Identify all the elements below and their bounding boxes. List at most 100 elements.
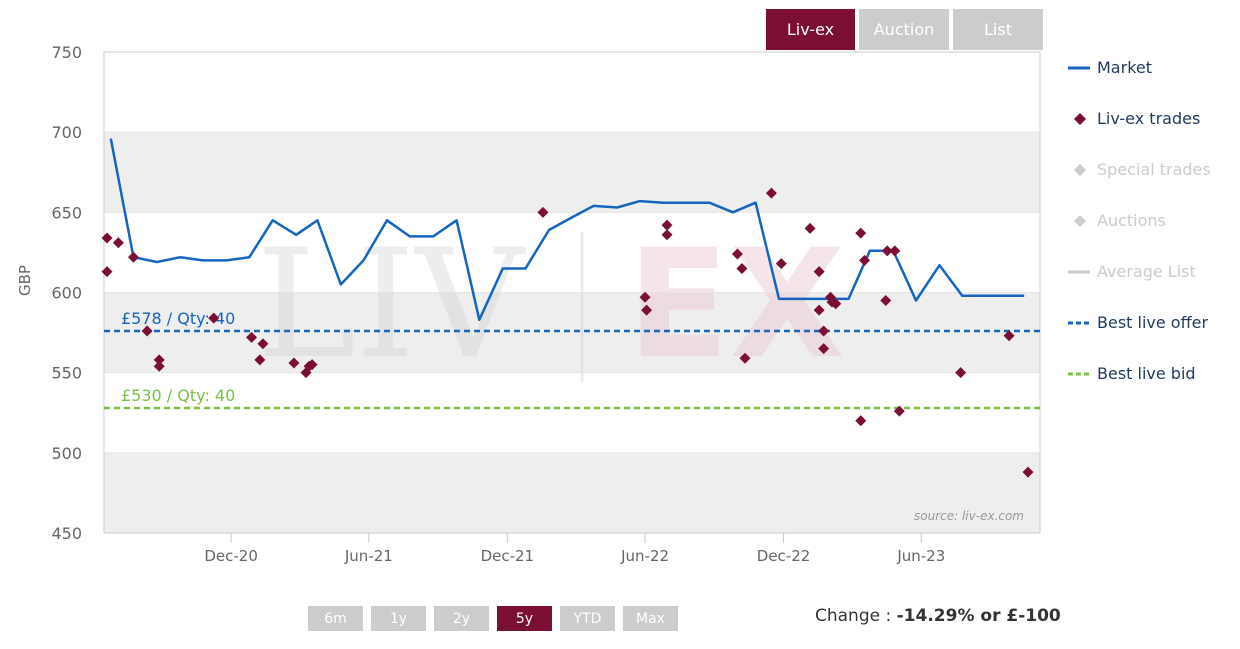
trade-point [813, 266, 825, 278]
trade-point [288, 357, 300, 369]
trade-point [661, 229, 673, 241]
trade-point [855, 227, 867, 239]
trade-point [208, 312, 220, 324]
range-button-5y[interactable]: 5y [497, 606, 552, 631]
dash-symbol-icon [1068, 321, 1090, 325]
trade-point [112, 237, 124, 249]
trade-point [739, 352, 751, 364]
trade-point [889, 245, 901, 257]
x-tick-label: Dec-20 [204, 547, 258, 565]
trade-point [830, 298, 842, 310]
trade-point [246, 331, 258, 343]
trade-point [661, 219, 673, 231]
tab-auction[interactable]: Auction [859, 9, 949, 50]
market-series [109, 138, 1025, 322]
y-axis: 450 500 550 600 650 700 750 [51, 43, 82, 543]
legend-item-best-live-bid[interactable]: Best live bid [1068, 362, 1238, 386]
change-readout: Change : -14.29% or £-100 [815, 606, 1061, 626]
dash-symbol-icon [1068, 372, 1090, 376]
x-tick-label: Jun-22 [620, 547, 669, 565]
trade-point [641, 304, 653, 316]
trades-series [101, 187, 1034, 478]
legend-item-average-list[interactable]: Average List [1068, 260, 1238, 284]
reference-line-label: £578 / Qty: 40 [121, 309, 235, 328]
y-axis-title: GBP [16, 265, 34, 296]
trade-point [257, 338, 269, 350]
tab-list[interactable]: List [953, 9, 1043, 50]
trade-point [254, 354, 266, 366]
plot-band [104, 132, 1040, 213]
plot-bands [104, 132, 1040, 533]
change-value: -14.29% or £-100 [896, 606, 1061, 626]
x-axis: Dec-20 Jun-21 Dec-21 Jun-22 Dec-22 Jun-23 [204, 533, 945, 565]
y-tick-label: 500 [51, 444, 82, 463]
range-button-max[interactable]: Max [623, 606, 678, 631]
legend-label: Average List [1097, 262, 1196, 281]
tab-livex[interactable]: Liv-ex [766, 9, 855, 50]
trade-point [893, 405, 905, 417]
trade-point [731, 248, 743, 260]
plot-band [104, 452, 1040, 533]
trade-point [127, 251, 139, 263]
range-button-1y[interactable]: 1y [371, 606, 426, 631]
reference-line-label: £530 / Qty: 40 [121, 386, 235, 405]
trade-point [141, 325, 153, 337]
plot-frame [103, 51, 1041, 534]
legend-item-best-live-offer[interactable]: Best live offer [1068, 311, 1238, 335]
y-tick-label: 700 [51, 123, 82, 142]
plot-band [104, 292, 1040, 373]
y-tick-label: 650 [51, 203, 82, 222]
legend-label: Special trades [1097, 160, 1211, 179]
legend-label: Liv-ex trades [1097, 109, 1201, 128]
trade-point [855, 415, 867, 427]
trade-point [153, 360, 165, 372]
trade-point [153, 354, 165, 366]
legend-diamond-symbol [1074, 164, 1086, 176]
watermark-right: EX [627, 218, 845, 392]
trade-point [880, 295, 892, 307]
legend-label: Best live offer [1097, 313, 1209, 332]
legend-label: Market [1097, 58, 1152, 77]
y-tick-label: 550 [51, 364, 82, 383]
legend-label: Auctions [1097, 211, 1166, 230]
range-button-ytd[interactable]: YTD [560, 606, 615, 631]
diamond-symbol-icon [1074, 215, 1086, 227]
source-label: source: liv-ex.com [914, 509, 1024, 523]
diamond-symbol-icon [1074, 113, 1086, 125]
trade-point [1022, 466, 1034, 478]
range-button-2y[interactable]: 2y [434, 606, 489, 631]
legend-item-auctions[interactable]: Auctions [1068, 209, 1238, 233]
trade-point [818, 325, 830, 337]
y-tick-label: 600 [51, 284, 82, 303]
watermark: LIV EX [256, 218, 845, 392]
trade-point [101, 266, 113, 278]
trade-point [804, 222, 816, 234]
trade-point [859, 254, 871, 266]
trade-point [813, 304, 825, 316]
trade-point [955, 367, 967, 379]
diamond-symbol-icon [1074, 164, 1086, 176]
trade-point [818, 343, 830, 355]
legend-item-special-trades[interactable]: Special trades [1068, 158, 1238, 182]
trade-point [775, 258, 787, 270]
x-tick-label: Dec-22 [757, 547, 811, 565]
trade-point [736, 262, 748, 274]
line-symbol-icon [1068, 270, 1090, 274]
x-tick-label: Jun-23 [896, 547, 945, 565]
trade-point [101, 232, 113, 244]
trade-point [306, 359, 318, 371]
legend-label: Best live bid [1097, 364, 1196, 383]
legend-item-market[interactable]: Market [1068, 56, 1238, 80]
trade-point [881, 245, 893, 257]
watermark-left: LIV [256, 218, 526, 392]
trade-point [537, 206, 549, 218]
line-symbol-icon [1068, 66, 1090, 70]
y-tick-label: 450 [51, 524, 82, 543]
reference-lines: £578 / Qty: 40 £530 / Qty: 40 [104, 309, 1040, 410]
range-button-6m[interactable]: 6m [308, 606, 363, 631]
change-prefix: Change : [815, 606, 897, 626]
legend-item-livex-trades[interactable]: Liv-ex trades [1068, 107, 1238, 131]
trade-point [639, 291, 651, 303]
x-tick-label: Dec-21 [481, 547, 535, 565]
